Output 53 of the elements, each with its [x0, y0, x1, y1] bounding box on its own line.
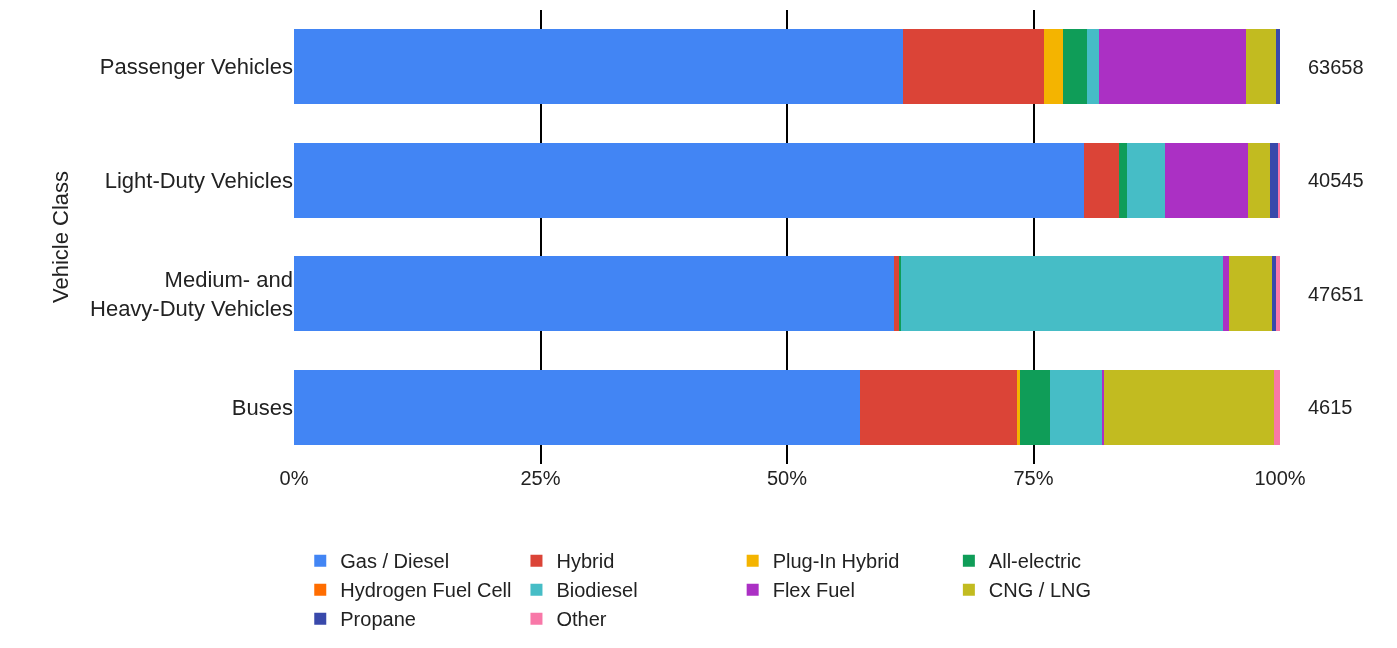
- legend-label: Other: [556, 608, 607, 631]
- bar: [901, 256, 1223, 332]
- legend-label: Plug-In Hybrid: [772, 550, 900, 573]
- bar: [1276, 29, 1280, 105]
- bar: [1228, 256, 1273, 332]
- bar: [859, 369, 1018, 445]
- bar: [1119, 142, 1128, 218]
- y-tick-label: Buses: [231, 394, 293, 420]
- bar: [894, 256, 900, 332]
- text: 47651: [1308, 283, 1364, 305]
- legend-label: Propane: [340, 608, 416, 631]
- bar: [294, 29, 904, 105]
- x-tick-label: 25%: [520, 467, 561, 489]
- bar: [1063, 29, 1087, 105]
- text: 63658: [1308, 56, 1364, 78]
- legend-label: All-electric: [988, 550, 1082, 573]
- bar: [1098, 29, 1247, 105]
- bar: [1083, 142, 1120, 218]
- legend-label: Hybrid: [556, 550, 615, 573]
- legend-label: Gas / Diesel: [340, 550, 450, 573]
- text: 4615: [1308, 396, 1353, 418]
- bar: [1017, 369, 1020, 445]
- y-tick-label: Medium- and Heavy-Duty Vehicles: [90, 267, 293, 321]
- bar: [294, 256, 895, 332]
- legend-label: Biodiesel: [556, 579, 638, 602]
- x-tick-label: 0%: [279, 467, 309, 489]
- bar: [1276, 256, 1280, 332]
- bar: [1222, 256, 1229, 332]
- bar: [1164, 142, 1249, 218]
- bar: [1019, 369, 1051, 445]
- y-axis-title: Vehicle Class: [47, 170, 73, 304]
- legend-label: Hydrogen Fuel Cell: [340, 579, 512, 602]
- bar: [1044, 29, 1064, 105]
- x-tick-label: 100%: [1254, 467, 1306, 489]
- bar: [1127, 142, 1165, 218]
- legend-label: Flex Fuel: [772, 579, 855, 602]
- bar: [1104, 369, 1275, 445]
- bar: [1270, 142, 1279, 218]
- legend-label: CNG / LNG: [988, 579, 1092, 602]
- bar: [1274, 369, 1280, 445]
- bar: [1248, 142, 1271, 218]
- bar: [294, 142, 1084, 218]
- bar: [1272, 256, 1277, 332]
- text: 40545: [1308, 169, 1364, 191]
- bar: [903, 29, 1045, 105]
- y-tick-label: Light-Duty Vehicles: [104, 167, 293, 193]
- bar: [1246, 29, 1277, 105]
- bar: [1086, 29, 1099, 105]
- x-tick-label: 50%: [766, 467, 808, 489]
- bar: [1050, 369, 1103, 445]
- y-tick-label: Passenger Vehicles: [99, 54, 293, 80]
- x-tick-label: 75%: [1013, 467, 1054, 489]
- bar: [294, 369, 860, 445]
